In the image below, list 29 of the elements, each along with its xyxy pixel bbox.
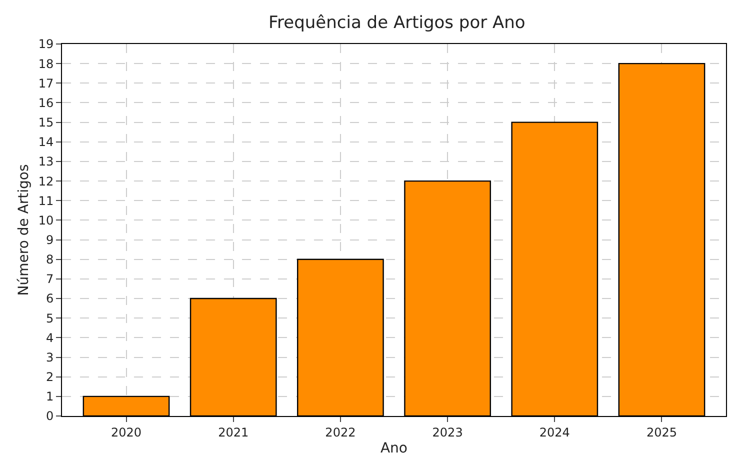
y-tick-label: 1 [46,390,54,404]
y-tick-label: 3 [46,350,54,364]
y-tick-label: 10 [38,213,54,228]
y-tick-label: 17 [38,76,54,90]
x-tick-label: 2025 [646,425,678,440]
y-tick-label: 7 [46,272,54,286]
y-tick-label: 2 [46,370,54,384]
y-tick-label: 9 [46,232,54,247]
x-tick-label: 2022 [325,425,356,440]
y-tick-label: 15 [38,116,54,130]
chart-title: Frequência de Artigos por Ano [268,13,526,34]
x-axis-title: Ano [380,440,408,457]
y-tick-label: 6 [46,292,54,306]
y-tick-label: 4 [46,330,54,345]
x-tick-label: 2021 [218,425,249,440]
y-tick-label: 0 [46,409,54,424]
y-tick-label: 14 [38,135,54,150]
x-tick-label: 2023 [432,425,463,440]
x-tick-label: 2024 [539,425,570,440]
y-tick-label: 16 [38,96,54,110]
y-tick-label: 12 [38,174,54,188]
y-tick-label: 19 [38,37,54,52]
y-tick-label: 8 [46,252,54,267]
y-tick-label: 11 [38,194,54,208]
y-tick-label: 18 [38,56,54,71]
y-tick-label: 5 [46,311,54,326]
y-tick-label: 13 [38,154,54,169]
x-tick-label: 2020 [110,425,142,440]
y-axis-title: Número de Artigos [16,164,32,296]
